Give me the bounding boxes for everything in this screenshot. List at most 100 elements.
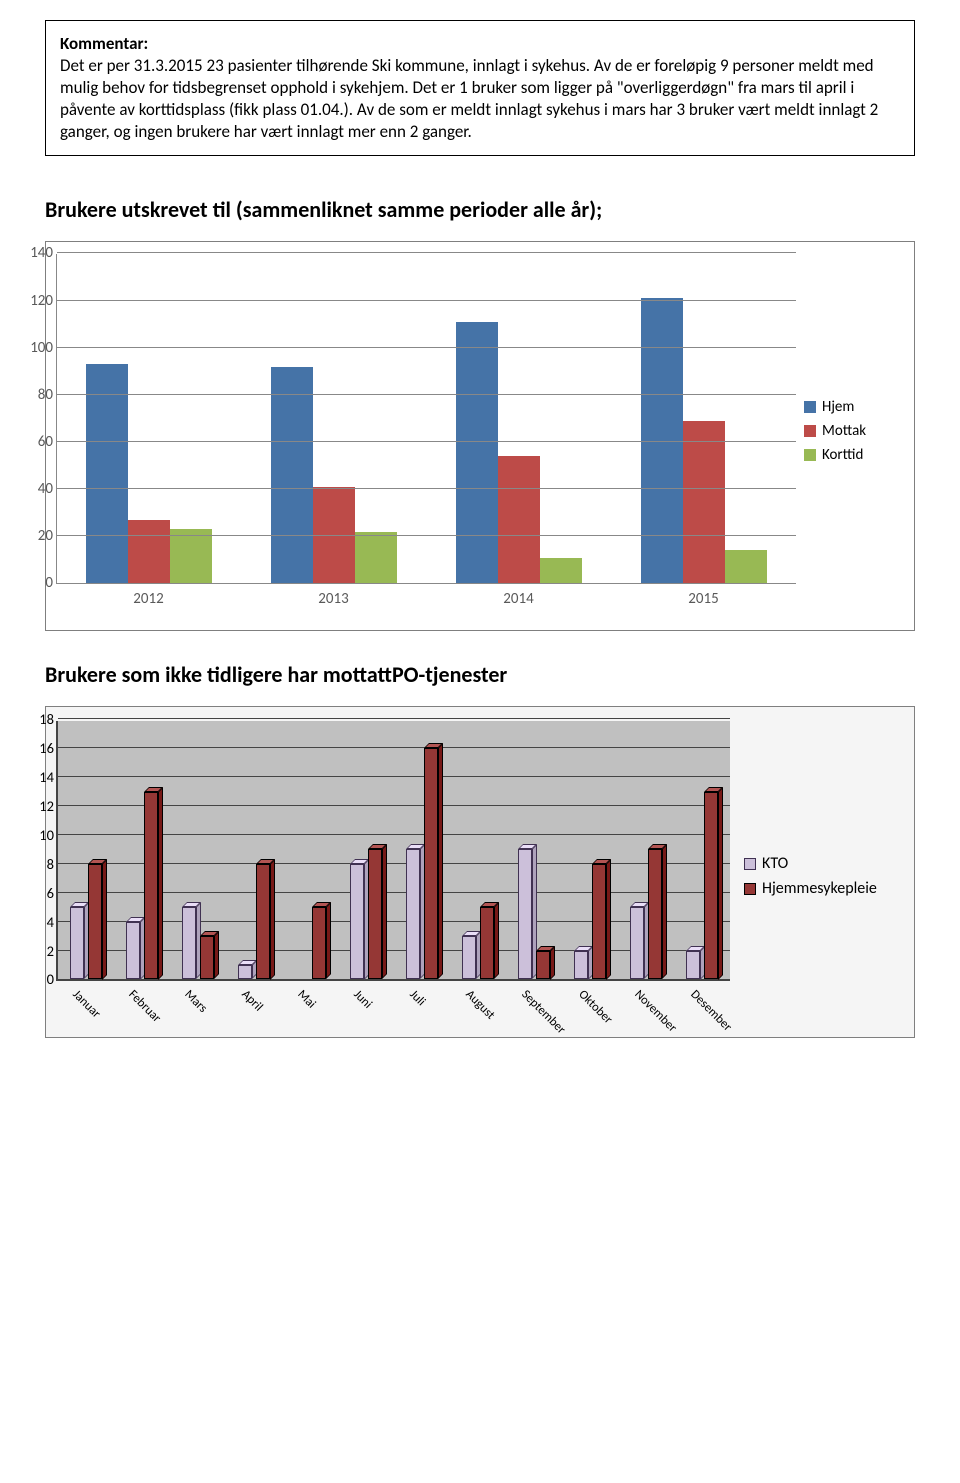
chart2-bar	[630, 902, 649, 979]
chart2-xlabel: August	[463, 987, 498, 1022]
chart1-bar	[725, 550, 767, 583]
chart2-bar	[686, 946, 705, 980]
chart2-xlabel: Oktober	[575, 987, 615, 1027]
legend-swatch	[744, 883, 756, 895]
chart2-bar	[70, 902, 89, 979]
chart2-ytick: 4	[24, 913, 54, 931]
chart2-bar	[406, 844, 425, 979]
chart1-xlabel: 2013	[318, 590, 348, 608]
section2-title: Brukere som ikke tidligere har mottattPO…	[45, 661, 915, 688]
chart2-legend-item: Hjemmesykepleie	[744, 879, 904, 898]
chart1-ytick: 20	[23, 527, 53, 545]
chart2-bar	[462, 931, 481, 979]
chart1-bars	[57, 254, 796, 583]
chart2-xlabel: Mai	[294, 987, 318, 1011]
chart1: 020406080100120140 2012 2013 2014 2015	[56, 254, 796, 608]
chart2-xlabel: September	[519, 987, 569, 1037]
chart1-gridline	[57, 347, 796, 348]
comment-box: Kommentar: Det er per 31.3.2015 23 pasie…	[45, 20, 915, 156]
chart2-bar	[144, 787, 163, 980]
legend-label: Hjem	[822, 398, 854, 416]
chart2-xlabel: November	[631, 987, 679, 1035]
chart1-gridline	[57, 535, 796, 536]
chart2-container: 024681012141618 JanuarFebruarMarsAprilMa…	[45, 706, 915, 1038]
chart2-bar	[256, 859, 275, 980]
chart1-legend-item: Korttid	[804, 446, 904, 464]
chart1-ytick: 140	[23, 244, 53, 262]
chart2-ytick: 0	[24, 970, 54, 988]
chart1-group	[456, 322, 582, 584]
chart2-bar	[648, 844, 667, 979]
chart2-bar	[88, 859, 107, 980]
chart1-ytick: 80	[23, 386, 53, 404]
chart2-bar	[238, 960, 257, 979]
chart1-yticks: 020406080100120140	[21, 254, 57, 583]
chart1-gridline	[57, 300, 796, 301]
legend-label: Mottak	[822, 422, 866, 440]
legend-label: KTO	[762, 854, 788, 873]
legend-swatch	[744, 858, 756, 870]
chart2-ytick: 14	[24, 768, 54, 786]
legend-swatch	[804, 401, 816, 413]
chart2-ytick: 6	[24, 884, 54, 902]
chart2-ytick: 8	[24, 855, 54, 873]
chart1-bar	[540, 558, 582, 584]
chart2-bar	[536, 946, 555, 980]
chart1-gridline	[57, 441, 796, 442]
chart2-gridline	[58, 776, 730, 777]
chart1-xlabels: 2012 2013 2014 2015	[56, 590, 796, 608]
chart2-gridline	[58, 747, 730, 748]
chart2-ytick: 18	[24, 710, 54, 728]
chart2-bar	[592, 859, 611, 980]
comment-heading: Kommentar:	[60, 33, 148, 54]
legend-label: Korttid	[822, 446, 863, 464]
chart1-bar	[128, 520, 170, 584]
legend-swatch	[804, 449, 816, 461]
chart2-ytick: 16	[24, 739, 54, 757]
chart2-bar	[704, 787, 723, 980]
chart1-ytick: 0	[23, 574, 53, 592]
chart2-bar	[312, 902, 331, 979]
chart1-bar	[683, 421, 725, 584]
chart2-ytick: 12	[24, 797, 54, 815]
chart1-bar	[456, 322, 498, 584]
chart2-ytick: 2	[24, 942, 54, 960]
chart2-bar	[368, 844, 387, 979]
chart2-bar	[182, 902, 201, 979]
chart1-group	[271, 367, 397, 584]
chart2-xlabel: Februar	[126, 987, 165, 1026]
chart1-bar	[498, 456, 540, 583]
chart2-xlabel: April	[238, 987, 266, 1015]
chart1-xlabel: 2015	[688, 590, 718, 608]
chart2-bar	[200, 931, 219, 979]
legend-label: Hjemmesykepleie	[762, 879, 877, 898]
chart1-bar	[86, 364, 128, 583]
comment-body: Det er per 31.3.2015 23 pasienter tilhør…	[60, 55, 878, 142]
chart1-xlabel: 2012	[133, 590, 163, 608]
chart1-legend: Hjem Mottak Korttid	[804, 254, 904, 608]
chart2-bar	[518, 844, 537, 979]
chart2: 024681012141618 JanuarFebruarMarsAprilMa…	[56, 721, 730, 1031]
chart1-xlabel: 2014	[503, 590, 533, 608]
chart2-bar	[294, 974, 313, 979]
chart1-gridline	[57, 252, 796, 253]
chart1-legend-item: Hjem	[804, 398, 904, 416]
chart2-ytick: 10	[24, 826, 54, 844]
chart1-bar	[355, 532, 397, 584]
chart2-xlabel: Desember	[687, 987, 734, 1034]
chart2-legend-item: KTO	[744, 854, 904, 873]
chart1-gridline	[57, 488, 796, 489]
chart2-gridline	[58, 718, 730, 719]
chart2-xlabel: Juni	[350, 987, 375, 1012]
chart1-plot: 020406080100120140	[56, 254, 796, 584]
chart2-xlabel: Januar	[69, 987, 103, 1021]
legend-swatch	[804, 425, 816, 437]
chart2-bar	[350, 859, 369, 980]
chart2-plot: 024681012141618	[56, 721, 730, 981]
chart2-bar	[126, 917, 145, 980]
chart1-gridline	[57, 394, 796, 395]
chart1-bar	[170, 529, 212, 583]
chart1-ytick: 40	[23, 480, 53, 498]
section1-title: Brukere utskrevet til (sammenliknet samm…	[45, 196, 915, 223]
chart1-ytick: 100	[23, 339, 53, 357]
